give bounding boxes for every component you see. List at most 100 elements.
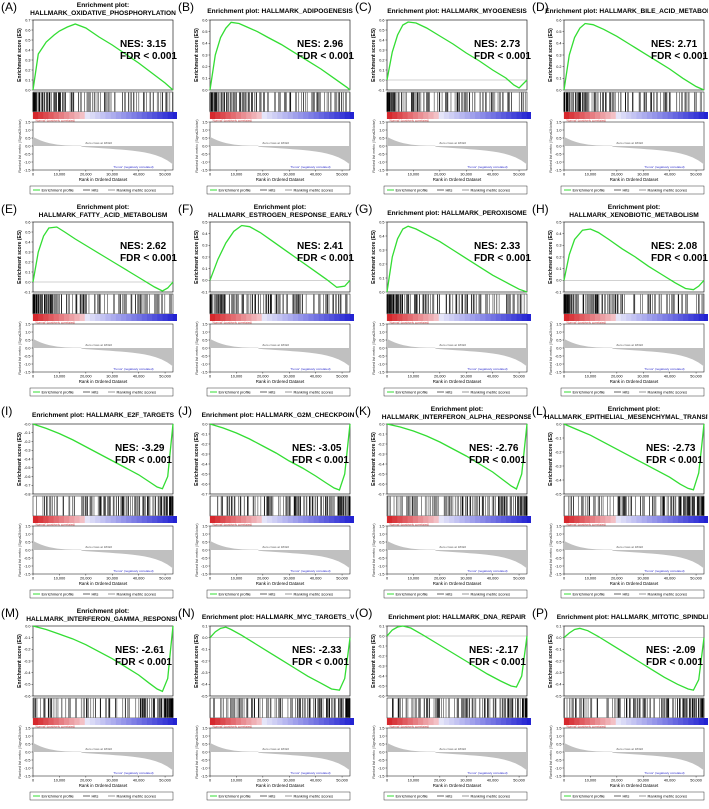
es-ytick-label: 0.2 xyxy=(202,255,207,259)
metric-ytick-label: -0.5 xyxy=(201,354,208,358)
band-segment xyxy=(100,516,106,523)
zero-cross-label: Zero cross at 18322 xyxy=(85,545,112,549)
legend-enrichment-label: Enrichment profile xyxy=(573,187,606,192)
band-segment xyxy=(287,314,294,321)
band-segment xyxy=(563,112,570,119)
nes-value: NES: 2.62 xyxy=(120,241,167,252)
es-ytick-label: 0.5 xyxy=(25,230,30,234)
xtick-label: 0 xyxy=(386,577,388,581)
gsea-chart: (H) Enrichment plot:HALLMARK_XENOBIOTIC_M… xyxy=(532,202,708,397)
band-segment xyxy=(454,516,460,523)
band-segment xyxy=(277,718,283,725)
xtick-label: 20,000 xyxy=(80,779,92,783)
band-segment xyxy=(141,516,148,523)
es-ytick-label: 0.2 xyxy=(379,58,384,62)
band-segment xyxy=(610,112,617,119)
band-segment xyxy=(667,314,674,321)
band-segment xyxy=(584,112,591,119)
positive-correlation-label: 'Normal' (positively correlated) xyxy=(389,119,429,123)
band-segment xyxy=(688,718,694,725)
band-segment xyxy=(703,112,708,119)
band-segment xyxy=(516,516,523,523)
band-segment xyxy=(672,516,679,523)
es-axis-label: Enrichment score (ES) xyxy=(194,28,200,82)
hit-lines xyxy=(32,92,173,112)
band-segment xyxy=(146,112,153,119)
band-segment xyxy=(402,516,409,523)
zero-cross-label: Zero cross at 18322 xyxy=(439,343,466,347)
metric-ytick-label: -1.5 xyxy=(555,168,562,172)
es-ytick-label: -0.1 xyxy=(201,290,208,294)
es-axis-label: Enrichment score (ES) xyxy=(194,634,200,688)
xtick-label: 50,000 xyxy=(336,577,348,581)
es-ytick-label: 0.0 xyxy=(556,279,561,283)
band-segment xyxy=(141,718,148,725)
band-segment xyxy=(407,314,414,321)
metric-ytick-label: -1.0 xyxy=(555,362,562,366)
band-segment xyxy=(600,516,606,523)
metric-positive-area xyxy=(564,136,613,146)
metric-ytick-label: -1.0 xyxy=(555,160,562,164)
band-segment xyxy=(521,718,528,725)
plot-title: Enrichment plot: xyxy=(77,2,129,9)
band-segment xyxy=(136,516,143,523)
band-segment xyxy=(464,314,471,321)
legend-hits-label: Hits xyxy=(446,591,453,596)
metric-ytick-label: 0.5 xyxy=(556,742,561,746)
band-segment xyxy=(318,516,325,523)
metric-ytick-label: -1.0 xyxy=(378,160,385,164)
plot-title: Enrichment plot: xyxy=(254,204,306,211)
plot-title: Enrichment plot: xyxy=(608,406,660,413)
band-segment xyxy=(636,718,643,725)
gsea-panel: (K) Enrichment plot: HALLMARK_INTERFERON_A… xyxy=(354,404,531,606)
band-segment xyxy=(230,314,237,321)
es-ytick-label: -0.6 xyxy=(24,694,31,698)
es-ytick-label: 0.0 xyxy=(379,78,384,82)
metric-ytick-label: 1.0 xyxy=(379,734,384,738)
band-segment xyxy=(58,718,65,725)
es-ytick-label: -0.1 xyxy=(378,432,385,436)
legend-box xyxy=(29,589,174,599)
band-segment xyxy=(641,314,648,321)
es-ytick-label: -0.5 xyxy=(555,492,562,496)
hit-lines xyxy=(209,496,351,516)
metric-ytick-label: 0.0 xyxy=(379,548,384,552)
xtick-label: 10,000 xyxy=(231,779,243,783)
band-segment xyxy=(69,718,75,725)
hit-lines xyxy=(33,698,174,718)
es-plot-frame xyxy=(386,19,528,91)
es-ytick-label: 0.5 xyxy=(379,28,384,32)
band-segment xyxy=(69,314,75,321)
gsea-chart: (E) Enrichment plot:HALLMARK_FATTY_ACID_M… xyxy=(1,202,177,397)
xtick-label: 20,000 xyxy=(80,173,92,177)
band-segment xyxy=(600,112,606,119)
xtick-label: 20,000 xyxy=(434,779,446,783)
band-segment xyxy=(152,516,158,523)
band-segment xyxy=(412,314,419,321)
es-ytick-label: 0.0 xyxy=(379,634,384,638)
band-segment xyxy=(272,718,278,725)
hit-lines xyxy=(563,92,702,112)
xtick-label: 10,000 xyxy=(408,779,420,783)
correlation-band xyxy=(32,516,177,523)
es-ytick-label: -0.4 xyxy=(201,462,208,466)
band-segment xyxy=(58,516,65,523)
band-segment xyxy=(329,718,335,725)
band-segment xyxy=(64,718,70,725)
legend-metric-label: Ranking metric scores xyxy=(471,793,511,798)
metric-negative-area xyxy=(435,752,527,771)
es-plot-frame xyxy=(209,423,351,495)
es-ytick-label: 0.2 xyxy=(25,260,30,264)
fdr-value: FDR < 0.001 xyxy=(292,455,349,466)
es-ytick-label: -0.4 xyxy=(555,478,562,482)
band-segment xyxy=(100,112,106,119)
es-axis-label: Enrichment score (ES) xyxy=(548,28,554,82)
metric-axis-label: Ranked list metric (Signal2Noise) xyxy=(195,119,199,172)
band-segment xyxy=(579,718,586,725)
es-axis-label: Enrichment score (ES) xyxy=(548,634,554,688)
legend-hits-label: Hits xyxy=(92,793,99,798)
metric-ytick-label: -0.5 xyxy=(201,152,208,156)
xtick-label: 40,000 xyxy=(487,173,499,177)
negative-correlation-label: 'Tumor' (negatively correlated) xyxy=(113,367,153,371)
band-segment xyxy=(136,112,143,119)
